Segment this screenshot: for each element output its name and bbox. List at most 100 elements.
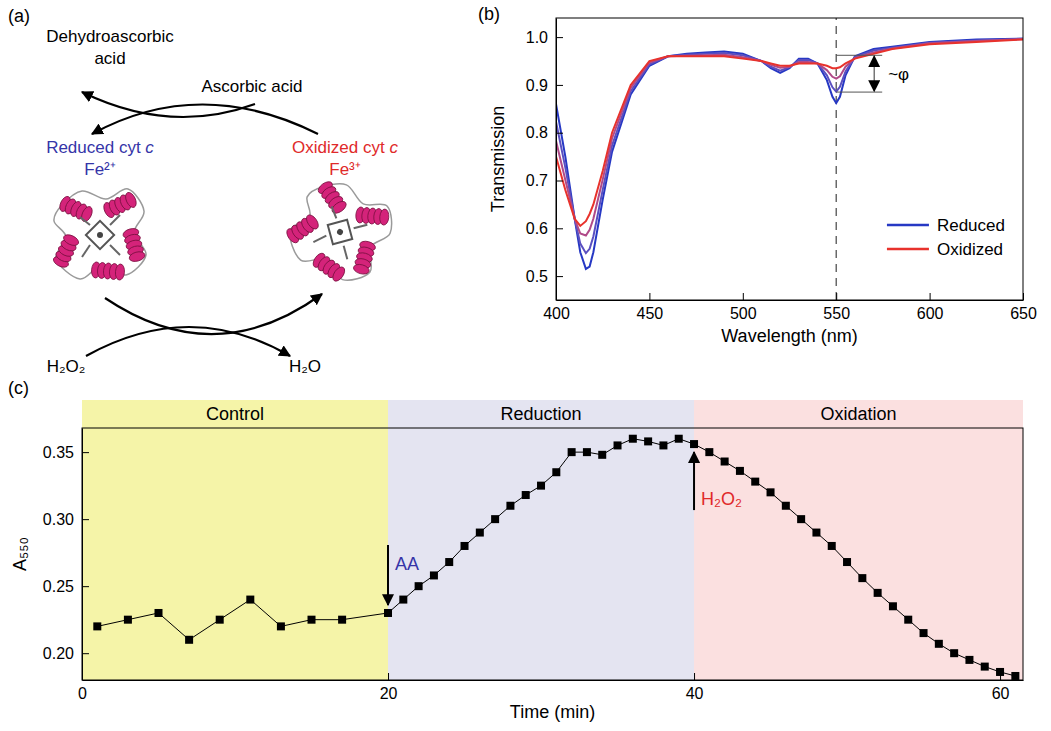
tick-mark	[743, 293, 744, 300]
tick-mark	[82, 452, 89, 453]
data-point	[568, 448, 576, 456]
data-point	[614, 441, 622, 449]
panel-label: (b)	[478, 4, 500, 24]
data-point	[384, 609, 392, 617]
tick: 20	[380, 673, 398, 702]
tick-label: 0.9	[526, 77, 548, 94]
protein-helix	[58, 195, 95, 223]
spectrum-line	[556, 40, 1023, 226]
tick: 0.20	[43, 645, 89, 662]
data-point	[858, 574, 866, 582]
axis-line	[83, 680, 1024, 681]
tick-mark	[694, 673, 695, 680]
event-arrow	[693, 452, 695, 510]
tick-mark	[556, 276, 563, 277]
tick: 0.25	[43, 578, 89, 595]
protein-structure	[52, 189, 146, 281]
axis-line	[557, 300, 1024, 301]
heme-stick	[313, 232, 326, 246]
bracket-edge	[836, 55, 882, 56]
data-point	[751, 478, 759, 486]
data-point	[1011, 672, 1019, 680]
tick-label: 0.5	[526, 268, 548, 285]
iron-state: Fe³⁺	[329, 160, 361, 179]
protein-helix	[52, 233, 80, 270]
helix-turn	[330, 265, 347, 283]
heme-stick	[328, 206, 341, 218]
product-label: H₂O	[289, 357, 321, 376]
data-point	[828, 542, 836, 550]
data-point	[399, 596, 407, 604]
tick-mark	[556, 37, 563, 38]
region-shade	[82, 400, 388, 680]
tick: 0.30	[43, 511, 89, 528]
protein-helix	[355, 207, 389, 226]
tick: 550	[823, 293, 850, 322]
data-point	[797, 515, 805, 523]
tick-label: 0.25	[43, 578, 74, 595]
data-point	[767, 488, 775, 496]
tick-mark	[82, 586, 89, 587]
data-point	[690, 440, 698, 448]
x-axis-title: Wavelength (nm)	[721, 326, 857, 346]
protein-helix	[352, 240, 376, 276]
data-point	[889, 602, 897, 610]
heme-stick	[354, 220, 368, 234]
data-point	[981, 663, 989, 671]
legend-label: Oxidized	[937, 240, 1003, 259]
data-point	[415, 582, 423, 590]
tick-mark	[82, 653, 89, 654]
tick: 0.5	[526, 268, 563, 285]
data-point	[277, 622, 285, 630]
state-label: Reduced cyt c	[46, 138, 154, 157]
panel-a: (a)DehydroascorbicacidAscorbic acidReduc…	[8, 6, 403, 376]
data-point	[965, 656, 973, 664]
event-label: AA	[395, 554, 419, 574]
data-point	[338, 616, 346, 624]
panel-label: (c)	[8, 378, 29, 398]
data-point	[445, 558, 453, 566]
helix-turn	[304, 213, 321, 231]
data-point	[644, 437, 652, 445]
tick: 450	[637, 293, 664, 322]
tick-label: 0	[78, 685, 87, 702]
reaction-arrow	[82, 92, 255, 117]
reactant-label: H₂O₂	[47, 357, 86, 376]
data-point	[874, 589, 882, 597]
tick-label: 60	[992, 685, 1010, 702]
tick: 0.7	[526, 172, 563, 189]
tick-label: 600	[917, 305, 944, 322]
text-part: c	[145, 138, 154, 157]
panel-b: 4004505005506006500.50.60.70.80.91.0Wave…	[478, 4, 1037, 346]
bracket-arrow	[874, 56, 875, 91]
heme-stick	[339, 246, 353, 260]
x-axis: 0 20 40 60	[78, 673, 1023, 702]
x-axis: 400450500550600650	[543, 293, 1037, 322]
tick-mark	[930, 293, 931, 300]
data-point	[522, 491, 530, 499]
tick-mark	[649, 293, 650, 300]
tick-label: 0.30	[43, 511, 74, 528]
heme-stick	[80, 217, 90, 225]
heme-stick	[82, 245, 90, 257]
state-label: Oxidized cyt c	[292, 138, 398, 157]
data-line	[97, 439, 1015, 676]
helix-turn	[62, 233, 80, 248]
heme-stick	[110, 245, 120, 255]
data-point	[185, 636, 193, 644]
plot-area	[556, 18, 1023, 300]
data-point	[950, 649, 958, 657]
data-point	[476, 529, 484, 537]
bracket-edge	[836, 92, 882, 93]
tick: 40	[686, 673, 704, 702]
tick: 600	[917, 293, 944, 322]
product-label: Dehydroascorbicacid	[46, 27, 174, 68]
tick-label: 1.0	[526, 29, 548, 46]
tick-label: 0.20	[43, 645, 74, 662]
plot-frame	[82, 428, 1023, 680]
panel-c: ControlReductionOxidation02040600.200.25…	[8, 378, 1024, 722]
protein-helix	[122, 227, 146, 263]
tick: 0.9	[526, 77, 563, 94]
data-point	[629, 435, 637, 443]
data-point	[675, 435, 683, 443]
